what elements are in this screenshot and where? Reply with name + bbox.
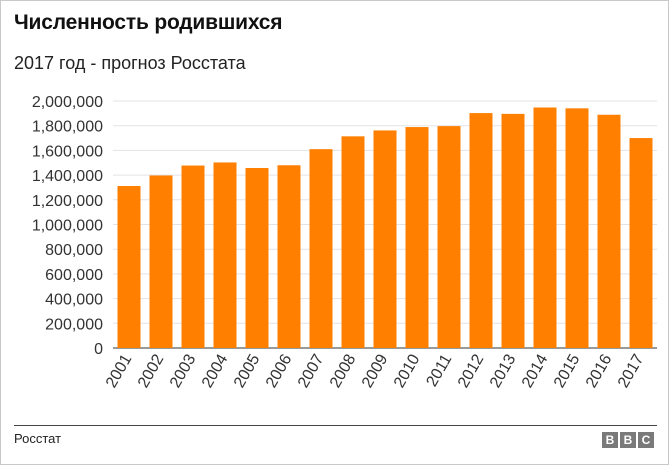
y-tick-label: 1,400,000 bbox=[32, 168, 103, 185]
y-tick-label: 600,000 bbox=[45, 267, 103, 284]
bar bbox=[533, 107, 557, 348]
y-tick-label: 1,200,000 bbox=[32, 193, 103, 210]
footer-divider bbox=[14, 425, 657, 426]
bar bbox=[629, 138, 653, 348]
x-tick-label: 2012 bbox=[455, 351, 488, 390]
x-axis: 2001 2002 2003 2004 2005 2006 2007 2008 2009 2010… bbox=[103, 351, 648, 390]
bar bbox=[597, 114, 621, 348]
y-tick-label: 2,000,000 bbox=[32, 94, 103, 111]
x-tick-label: 2011 bbox=[424, 351, 456, 389]
bbc-logo: B B C bbox=[602, 432, 654, 448]
y-tick-label: 1,600,000 bbox=[32, 143, 103, 160]
x-tick-label: 2006 bbox=[263, 351, 296, 390]
x-tick-label: 2016 bbox=[583, 351, 616, 390]
bbc-logo-letter: B bbox=[602, 432, 618, 448]
bar bbox=[245, 168, 269, 348]
y-tick-label: 200,000 bbox=[45, 316, 103, 333]
bar bbox=[341, 136, 365, 348]
x-tick-label: 2007 bbox=[295, 351, 328, 390]
bar-chart: 0 200,000 400,000 600,000 800,000 1,000,000 1,… bbox=[32, 94, 657, 391]
bar bbox=[117, 186, 141, 348]
x-tick-label: 2005 bbox=[231, 351, 264, 390]
x-tick-label: 2017 bbox=[615, 351, 648, 390]
bar bbox=[373, 130, 397, 348]
chart-subtitle: 2017 год - прогноз Росстата bbox=[14, 53, 246, 73]
bbc-logo-letter: B bbox=[620, 432, 636, 448]
x-tick-label: 2004 bbox=[199, 351, 232, 390]
bar bbox=[469, 113, 493, 349]
bar bbox=[565, 108, 589, 348]
bar bbox=[277, 165, 301, 348]
x-tick-label: 2003 bbox=[167, 351, 200, 390]
bar bbox=[501, 113, 525, 348]
y-tick-label: 1,000,000 bbox=[32, 218, 103, 235]
bar bbox=[213, 162, 237, 348]
y-axis: 0 200,000 400,000 600,000 800,000 1,000,000 1,… bbox=[32, 94, 103, 358]
bar bbox=[181, 165, 205, 348]
x-tick-label: 2014 bbox=[519, 351, 552, 390]
x-tick-label: 2013 bbox=[487, 351, 520, 390]
y-tick-label: 400,000 bbox=[45, 292, 103, 309]
y-tick-label: 800,000 bbox=[45, 242, 103, 259]
bar bbox=[405, 127, 429, 349]
bbc-logo-letter: C bbox=[638, 432, 654, 448]
bar bbox=[437, 126, 461, 348]
bar bbox=[309, 149, 333, 348]
source-label: Росстат bbox=[14, 431, 62, 446]
x-tick-label: 2009 bbox=[359, 351, 392, 390]
y-tick-label: 0 bbox=[94, 341, 103, 358]
x-tick-label: 2008 bbox=[327, 351, 360, 390]
x-tick-label: 2002 bbox=[135, 351, 168, 390]
bar bbox=[149, 175, 173, 348]
x-tick-label: 2010 bbox=[391, 351, 424, 390]
chart-title: Численность родившихся bbox=[14, 11, 283, 34]
x-tick-label: 2015 bbox=[551, 351, 584, 390]
x-tick-label: 2001 bbox=[103, 351, 136, 390]
bar-series bbox=[117, 107, 653, 349]
y-tick-label: 1,800,000 bbox=[32, 119, 103, 136]
